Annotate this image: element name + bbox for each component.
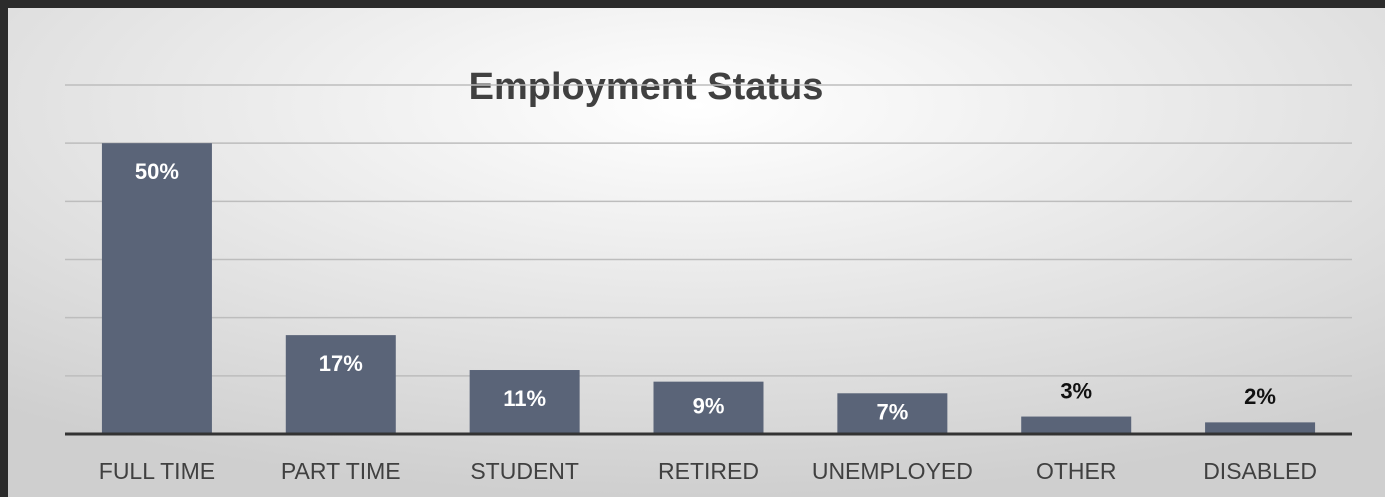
x-tick-label: STUDENT: [470, 458, 579, 484]
x-tick-label: OTHER: [1036, 458, 1117, 484]
chart-title: Employment Status: [469, 66, 824, 108]
data-label: 2%: [1244, 384, 1276, 409]
x-tick-label: UNEMPLOYED: [812, 458, 973, 484]
data-label: 17%: [319, 351, 363, 376]
bar: [1205, 422, 1316, 434]
bar: [837, 393, 948, 434]
bar: [1021, 416, 1132, 434]
x-tick-label: FULL TIME: [99, 458, 215, 484]
data-label: 7%: [876, 399, 908, 424]
x-tick-label: DISABLED: [1203, 458, 1317, 484]
data-label: 50%: [135, 159, 179, 184]
x-tick-label: RETIRED: [658, 458, 759, 484]
x-tick-label: PART TIME: [281, 458, 401, 484]
data-label: 9%: [693, 394, 725, 419]
bar: [469, 370, 580, 434]
bar: [653, 381, 764, 434]
data-label: 3%: [1060, 378, 1092, 403]
bar: [101, 143, 212, 434]
data-label: 11%: [503, 386, 546, 411]
bar: [285, 335, 396, 434]
